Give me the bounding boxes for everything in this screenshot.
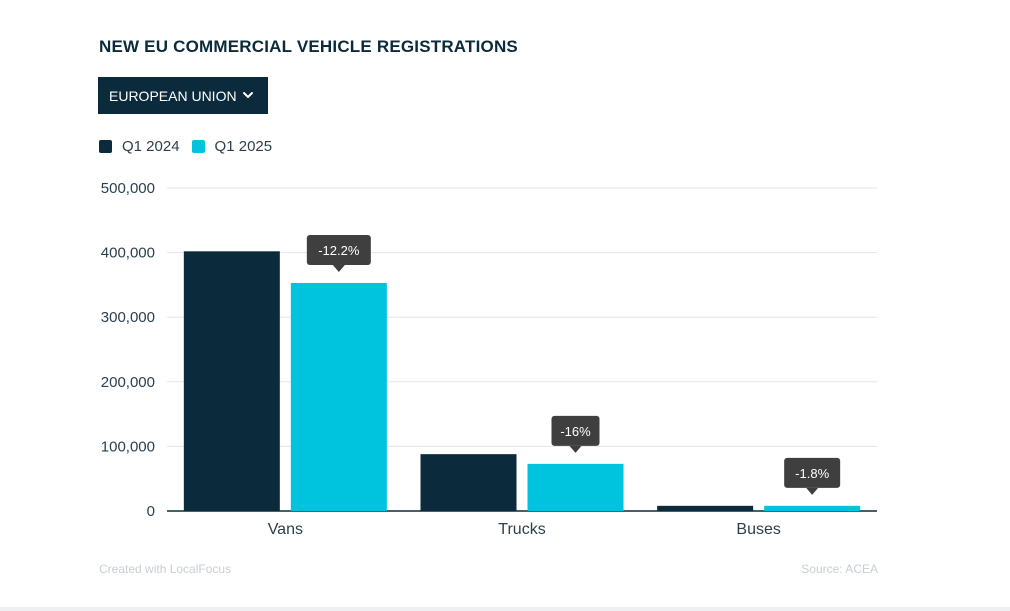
credit-text: Created with LocalFocus [99,562,232,576]
chart-legend: Q1 2024 Q1 2025 [99,138,284,155]
change-badge: -12.2% [306,234,371,272]
change-badge-pointer [569,445,582,453]
change-badge-box [551,415,600,446]
x-category-label: Buses [736,521,780,538]
bottom-divider [0,607,1010,611]
y-tick-label: 300,000 [101,309,155,326]
source-text: Source: ACEA [801,562,878,576]
change-badge-box [306,234,371,265]
region-dropdown[interactable]: EUROPEAN UNION [98,77,268,114]
change-badge: -16% [551,415,600,453]
x-category-label: Trucks [498,521,545,538]
chevron-down-icon [243,92,253,98]
y-tick-label: 0 [147,503,155,520]
change-badge-label: -1.8% [795,466,829,481]
bar-vans-q1-2024 [183,251,280,512]
legend-swatch-q1-2025 [191,140,205,153]
legend-label-q1-2025: Q1 2025 [214,138,273,155]
legend-swatch-q1-2024 [99,140,112,153]
bar-vans-q1-2025 [290,282,387,511]
change-badge-label: -16% [560,424,591,439]
change-badge-pointer [332,264,345,272]
legend-label-q1-2024: Q1 2024 [122,138,180,155]
change-badge-label: -12.2% [318,243,360,258]
chart-title: NEW EU COMMERCIAL VEHICLE REGISTRATIONS [99,37,518,56]
legend-item-q1-2025[interactable]: Q1 2025 [191,138,273,155]
legend-item-q1-2024[interactable]: Q1 2024 [99,138,180,155]
y-tick-label: 400,000 [101,245,155,262]
change-badge: -1.8% [784,457,841,495]
bar-buses-q1-2024 [657,505,754,511]
x-category-label: Vans [268,521,303,538]
y-tick-label: 100,000 [101,438,155,455]
region-dropdown-label: EUROPEAN UNION [109,87,237,104]
change-badge-pointer [806,487,819,495]
change-badge-box [784,457,841,488]
y-tick-label: 200,000 [101,374,155,391]
bar-buses-q1-2025 [764,505,861,511]
y-tick-label: 500,000 [101,180,155,197]
bar-trucks-q1-2024 [420,454,517,511]
bar-trucks-q1-2025 [527,463,624,511]
